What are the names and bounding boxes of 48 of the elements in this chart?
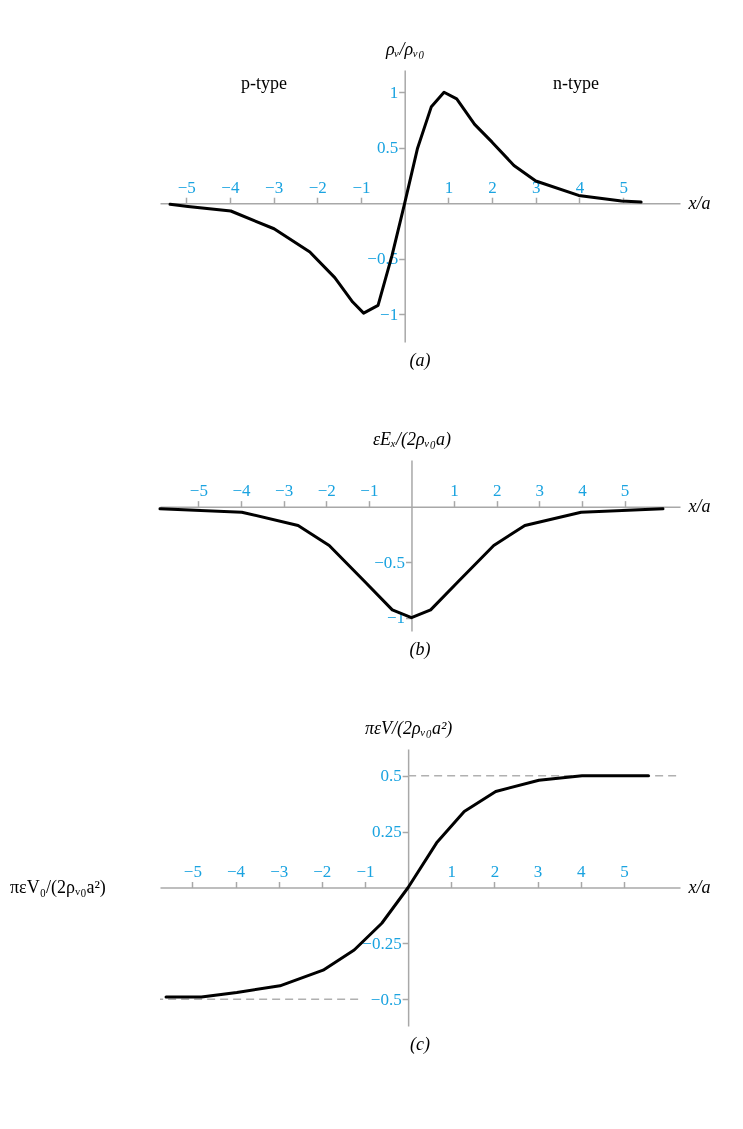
x-tick-label: −5 (177, 177, 196, 197)
annotation: n-type (553, 72, 599, 93)
x-tick-label: 5 (620, 862, 629, 881)
x-tick-label: −5 (183, 862, 202, 881)
x-tick-label: −4 (221, 177, 240, 197)
y-axis-title: πεV/(2ρᵥ₀a²) (364, 717, 453, 739)
x-tick-label: 4 (578, 481, 588, 501)
x-tick-label: 4 (577, 862, 586, 881)
x-tick-label: 2 (492, 481, 502, 501)
x-tick-label: 5 (620, 481, 630, 501)
x-tick-label: 3 (532, 177, 541, 197)
x-tick-label: −3 (265, 177, 284, 197)
x-axis-title: x/a (687, 496, 711, 517)
text: (a) (409, 350, 431, 371)
x-tick-label: −5 (189, 481, 208, 501)
y-tick-label: −0.5 (370, 989, 402, 1009)
x-tick-label: −2 (317, 481, 336, 501)
x-tick-label: −1 (352, 177, 371, 197)
y-tick-label: −0.25 (362, 933, 402, 953)
x-tick-label: 5 (619, 177, 628, 197)
x-tick-label: −2 (308, 177, 327, 197)
y-tick-label: 0.5 (380, 766, 402, 786)
y-tick-label: 0.25 (371, 822, 402, 842)
text: πεV₀/(2ρᵥ₀a²) (10, 876, 106, 898)
x-axis-title: x/a (687, 877, 711, 897)
x-tick-label: 2 (490, 862, 500, 881)
x-tick-label: 1 (450, 481, 459, 501)
x-tick-label: −3 (275, 481, 294, 501)
text: (b) (409, 639, 431, 660)
annotation: p-type (241, 72, 287, 93)
y-tick-label: 1 (389, 82, 399, 102)
y-tick-label: −0.5 (374, 552, 405, 572)
x-tick-label: 1 (447, 862, 457, 881)
x-tick-label: −2 (313, 862, 332, 881)
x-axis-title: x/a (687, 192, 711, 213)
x-tick-label: 3 (533, 862, 543, 881)
x-tick-label: 1 (444, 177, 454, 197)
x-tick-label: 2 (488, 177, 497, 197)
x-tick-label: 4 (575, 177, 585, 197)
y-tick-label: −1 (380, 304, 399, 324)
text: (c) (410, 1034, 430, 1055)
y-axis-title: ρᵥ/ρᵥ₀ (384, 38, 425, 59)
y-axis-title: εEₓ/(2ρᵥ₀a) (372, 428, 452, 450)
x-tick-label: −3 (270, 862, 289, 881)
x-tick-label: 3 (535, 481, 545, 501)
y-tick-label: 0.5 (376, 138, 399, 158)
x-tick-label: −4 (232, 481, 252, 501)
x-tick-label: −4 (226, 862, 246, 881)
